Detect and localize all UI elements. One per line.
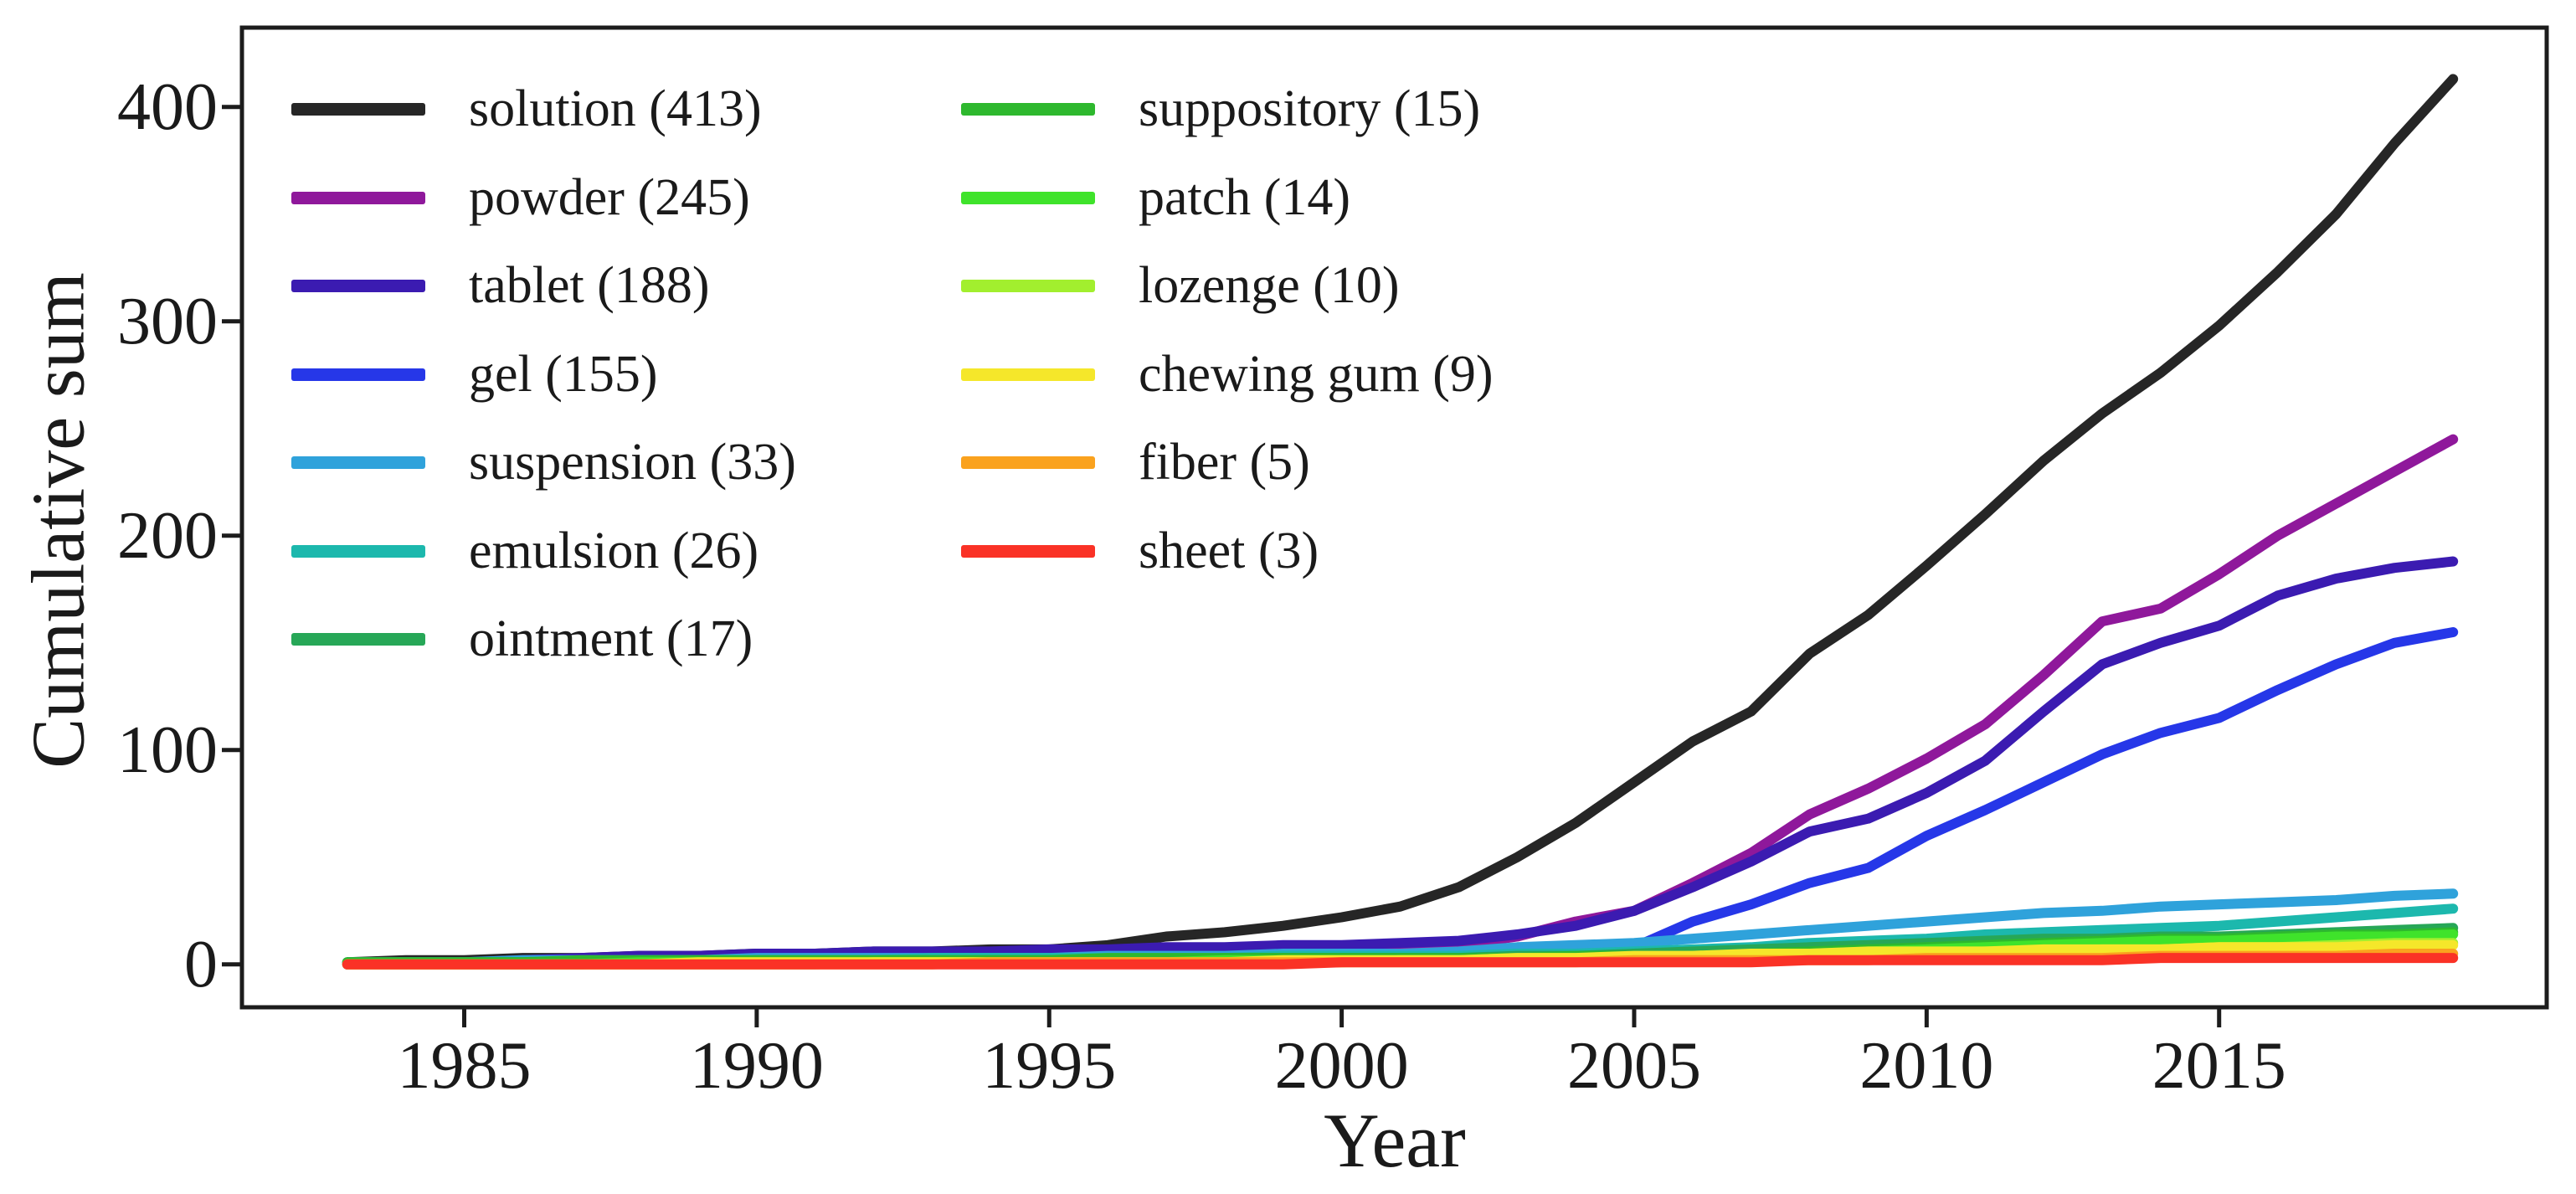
legend-label-tablet: tablet (188) — [469, 257, 710, 314]
legend-label-fiber: fiber (5) — [1139, 434, 1310, 491]
legend-swatch-chewing-gum — [961, 368, 1095, 381]
x-tick-label-1985: 1985 — [397, 1029, 532, 1103]
x-tick-label-2015: 2015 — [2152, 1029, 2286, 1103]
legend-swatch-gel — [291, 368, 425, 381]
y-tick-label-200: 200 — [117, 498, 218, 573]
x-tick-label-2010: 2010 — [1859, 1029, 1994, 1103]
x-tick-label-1995: 1995 — [982, 1029, 1117, 1103]
x-tick-label-1990: 1990 — [689, 1029, 824, 1103]
x-axis-label: Year — [1324, 1098, 1466, 1183]
plot-frame — [239, 25, 2549, 1010]
legend-label-suspension: suspension (33) — [469, 434, 796, 491]
legend-label-emulsion: emulsion (26) — [469, 522, 759, 579]
legend-swatch-fiber — [961, 456, 1095, 469]
x-tick-label-2005: 2005 — [1566, 1029, 1701, 1103]
legend-label-powder: powder (245) — [469, 168, 750, 226]
legend-swatch-ointment — [291, 633, 425, 646]
y-tick-label-300: 300 — [117, 284, 218, 358]
legend-swatch-powder — [291, 191, 425, 204]
legend-label-ointment: ointment (17) — [469, 610, 753, 667]
legend-label-suppository: suppository (15) — [1139, 80, 1481, 137]
legend-label-sheet: sheet (3) — [1139, 522, 1319, 579]
legend-label-solution: solution (413) — [469, 80, 762, 137]
legend-label-lozenge: lozenge (10) — [1139, 257, 1400, 314]
legend-swatch-patch — [961, 191, 1095, 204]
legend-swatch-solution — [291, 103, 425, 116]
y-tick-label-400: 400 — [117, 69, 218, 144]
y-axis-label: Cumulative sum — [17, 272, 100, 769]
y-tick-label-0: 0 — [184, 927, 218, 1001]
legend-swatch-tablet — [291, 280, 425, 292]
x-tick-label-2000: 2000 — [1274, 1029, 1409, 1103]
legend-label-patch: patch (14) — [1139, 168, 1351, 226]
line-sheet — [342, 953, 2459, 970]
legend-swatch-emulsion — [291, 544, 425, 558]
legend-swatch-lozenge — [961, 280, 1095, 292]
legend-swatch-suspension — [291, 456, 425, 469]
legend-label-gel: gel (155) — [469, 345, 658, 403]
legend-swatch-sheet — [961, 544, 1095, 558]
y-tick-label-100: 100 — [117, 713, 218, 787]
legend-swatch-suppository — [961, 103, 1095, 116]
line-gel — [342, 627, 2459, 970]
legend-label-chewing-gum: chewing gum (9) — [1139, 345, 1494, 403]
